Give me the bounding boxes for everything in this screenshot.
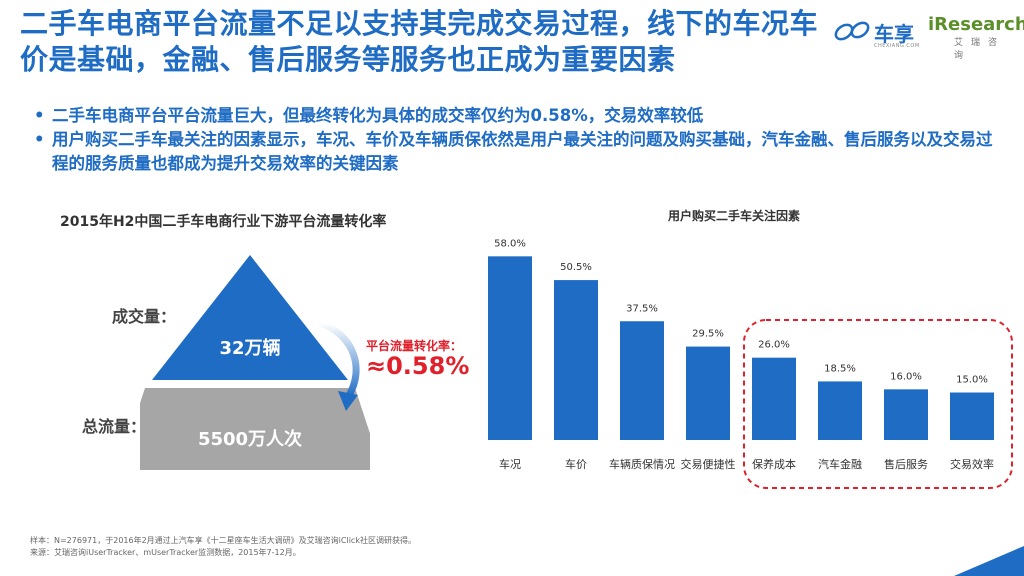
chexiang-logo-sub: CHEXIANG.COM (874, 43, 920, 49)
value-label: 58.0% (494, 238, 526, 249)
bar (818, 381, 862, 440)
iresearch-logo-text: iResearch (928, 14, 1024, 35)
bar (686, 346, 730, 440)
conversion-arrow-icon (318, 319, 360, 411)
category-label: 交易效率 (950, 457, 994, 471)
category-label: 车况 (499, 457, 521, 471)
value-label: 37.5% (626, 303, 658, 314)
value-label: 15.0% (956, 375, 988, 386)
chexiang-logo-text: 车享 (874, 22, 914, 46)
page-title: 二手车电商平台流量不足以支持其完成交易过程，线下的车况车价是基础，金融、售后服务… (20, 7, 819, 76)
funnel-top-triangle (152, 255, 348, 380)
bullet-item: 用户购买二手车最关注的因素显示，车况、车价及车辆质保依然是用户最关注的问题及购买… (30, 128, 1000, 176)
chexiang-logo-icon (834, 21, 870, 41)
category-label: 车辆质保情况 (609, 457, 675, 471)
value-label: 29.5% (692, 329, 724, 340)
value-label: 26.0% (758, 340, 790, 351)
highlight-box (743, 319, 1013, 489)
bullet-item: 二手车电商平台平台流量巨大，但最终转化为具体的成交率仅约为0.58%，交易效率较… (30, 104, 1000, 128)
chart-title: 用户购买二手车关注因素 (668, 209, 801, 223)
conversion-value: ≈0.58% (366, 352, 470, 380)
funnel-bottom-trapezoid (140, 388, 370, 470)
source-note: 来源：艾瑞咨询iUserTracker、mUserTracker监测数据，201… (30, 548, 301, 557)
conversion-label: 平台流量转化率： (366, 339, 463, 353)
value-label: 16.0% (890, 371, 922, 382)
category-label: 汽车金融 (818, 457, 862, 471)
bar-chart: 58.0% 车况 50.5% 车价 37.5% 车辆质保情况 29.5% 交易便捷性 26.0%… (488, 238, 1013, 489)
bullet-list: 二手车电商平台平台流量巨大，但最终转化为具体的成交率仅约为0.58%，交易效率较… (30, 104, 1000, 176)
value-label: 50.5% (560, 262, 592, 273)
iresearch-logo: iResearch 艾瑞咨询 (928, 14, 1024, 61)
category-label: 售后服务 (884, 457, 928, 471)
deal-value: 32万辆 (219, 338, 281, 359)
flow-label: 总流量： (82, 417, 147, 436)
category-label: 交易便捷性 (681, 457, 736, 471)
bar (488, 256, 532, 440)
bar (554, 280, 598, 440)
iresearch-logo-sub: 艾瑞咨询 (954, 38, 1006, 61)
bar (950, 392, 994, 440)
chexiang-logo: 车享 CHEXIANG.COM (830, 16, 925, 49)
bar (884, 389, 928, 440)
flow-value: 5500万人次 (197, 429, 303, 450)
category-label: 车价 (565, 457, 587, 471)
bar (620, 321, 664, 440)
funnel-graphic (140, 255, 370, 470)
category-label: 保养成本 (752, 457, 796, 471)
funnel-title: 2015年H2中国二手车电商行业下游平台流量转化率 (60, 214, 387, 230)
bar (752, 357, 796, 440)
footnote: 样本：N=276971，于2016年2月通过上汽车享《十二星座车生活大调研》及艾… (30, 535, 416, 559)
sample-note: 样本：N=276971，于2016年2月通过上汽车享《十二星座车生活大调研》及艾… (30, 536, 416, 545)
value-label: 18.5% (824, 363, 856, 374)
deal-label: 成交量： (112, 307, 177, 326)
corner-decoration (954, 546, 1024, 576)
